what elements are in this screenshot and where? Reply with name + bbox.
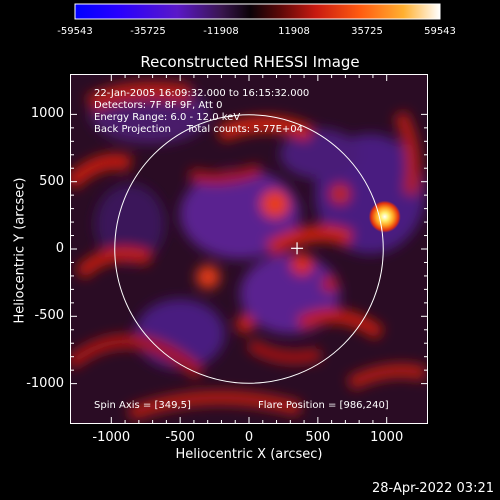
- colorbar-tick-label: -59543: [57, 26, 93, 37]
- x-tick-label: 1000: [370, 430, 404, 445]
- y-tick-label: 500: [39, 173, 64, 189]
- colorbar-tick-label: -11908: [203, 26, 239, 37]
- colorbar-tick-label: 11908: [278, 26, 310, 37]
- y-tick-label: -500: [34, 308, 64, 324]
- x-tick-label: -500: [165, 430, 195, 445]
- plot-title: Reconstructed RHESSI Image: [140, 53, 360, 71]
- x-tick-label: 0: [244, 430, 254, 445]
- axis-ticks: [70, 74, 428, 424]
- reconstructed-image: [71, 75, 427, 423]
- annotation-detectors: Detectors: 7F 8F 9F, Att 0: [94, 100, 223, 111]
- y-tick-label: 1000: [30, 106, 64, 122]
- image-plot: [70, 74, 428, 424]
- colorbar: [74, 3, 441, 20]
- flare-position-label: Flare Position = [986,240]: [258, 400, 389, 411]
- y-axis-title: Heliocentric Y (arcsec): [12, 177, 28, 324]
- y-tick-label: -1000: [26, 375, 64, 391]
- x-axis-title: Heliocentric X (arcsec): [175, 447, 323, 462]
- x-tick-label: 500: [305, 430, 331, 445]
- colorbar-tick-label: -35725: [130, 26, 166, 37]
- annotation-method-counts: Back Projection Total counts: 5.77E+04: [94, 124, 303, 135]
- solar-limb-circle: [114, 114, 384, 384]
- flare-hotspot: [368, 200, 401, 233]
- x-tick-label: -1000: [92, 430, 131, 445]
- annotation-energy-range: Energy Range: 6.0 - 12.0 keV: [94, 112, 241, 123]
- spin-axis-label: Spin Axis = [349,5]: [94, 400, 191, 411]
- timestamp: 28-Apr-2022 03:21: [372, 481, 494, 496]
- y-tick-label: 0: [55, 241, 64, 256]
- annotation-time-range: 22-Jan-2005 16:09:32.000 to 16:15:32.000: [94, 88, 310, 99]
- colorbar-tick-label: 35725: [351, 26, 383, 37]
- colorbar-tick-label: 59543: [424, 26, 456, 37]
- spin-axis-crosshair: [291, 242, 304, 255]
